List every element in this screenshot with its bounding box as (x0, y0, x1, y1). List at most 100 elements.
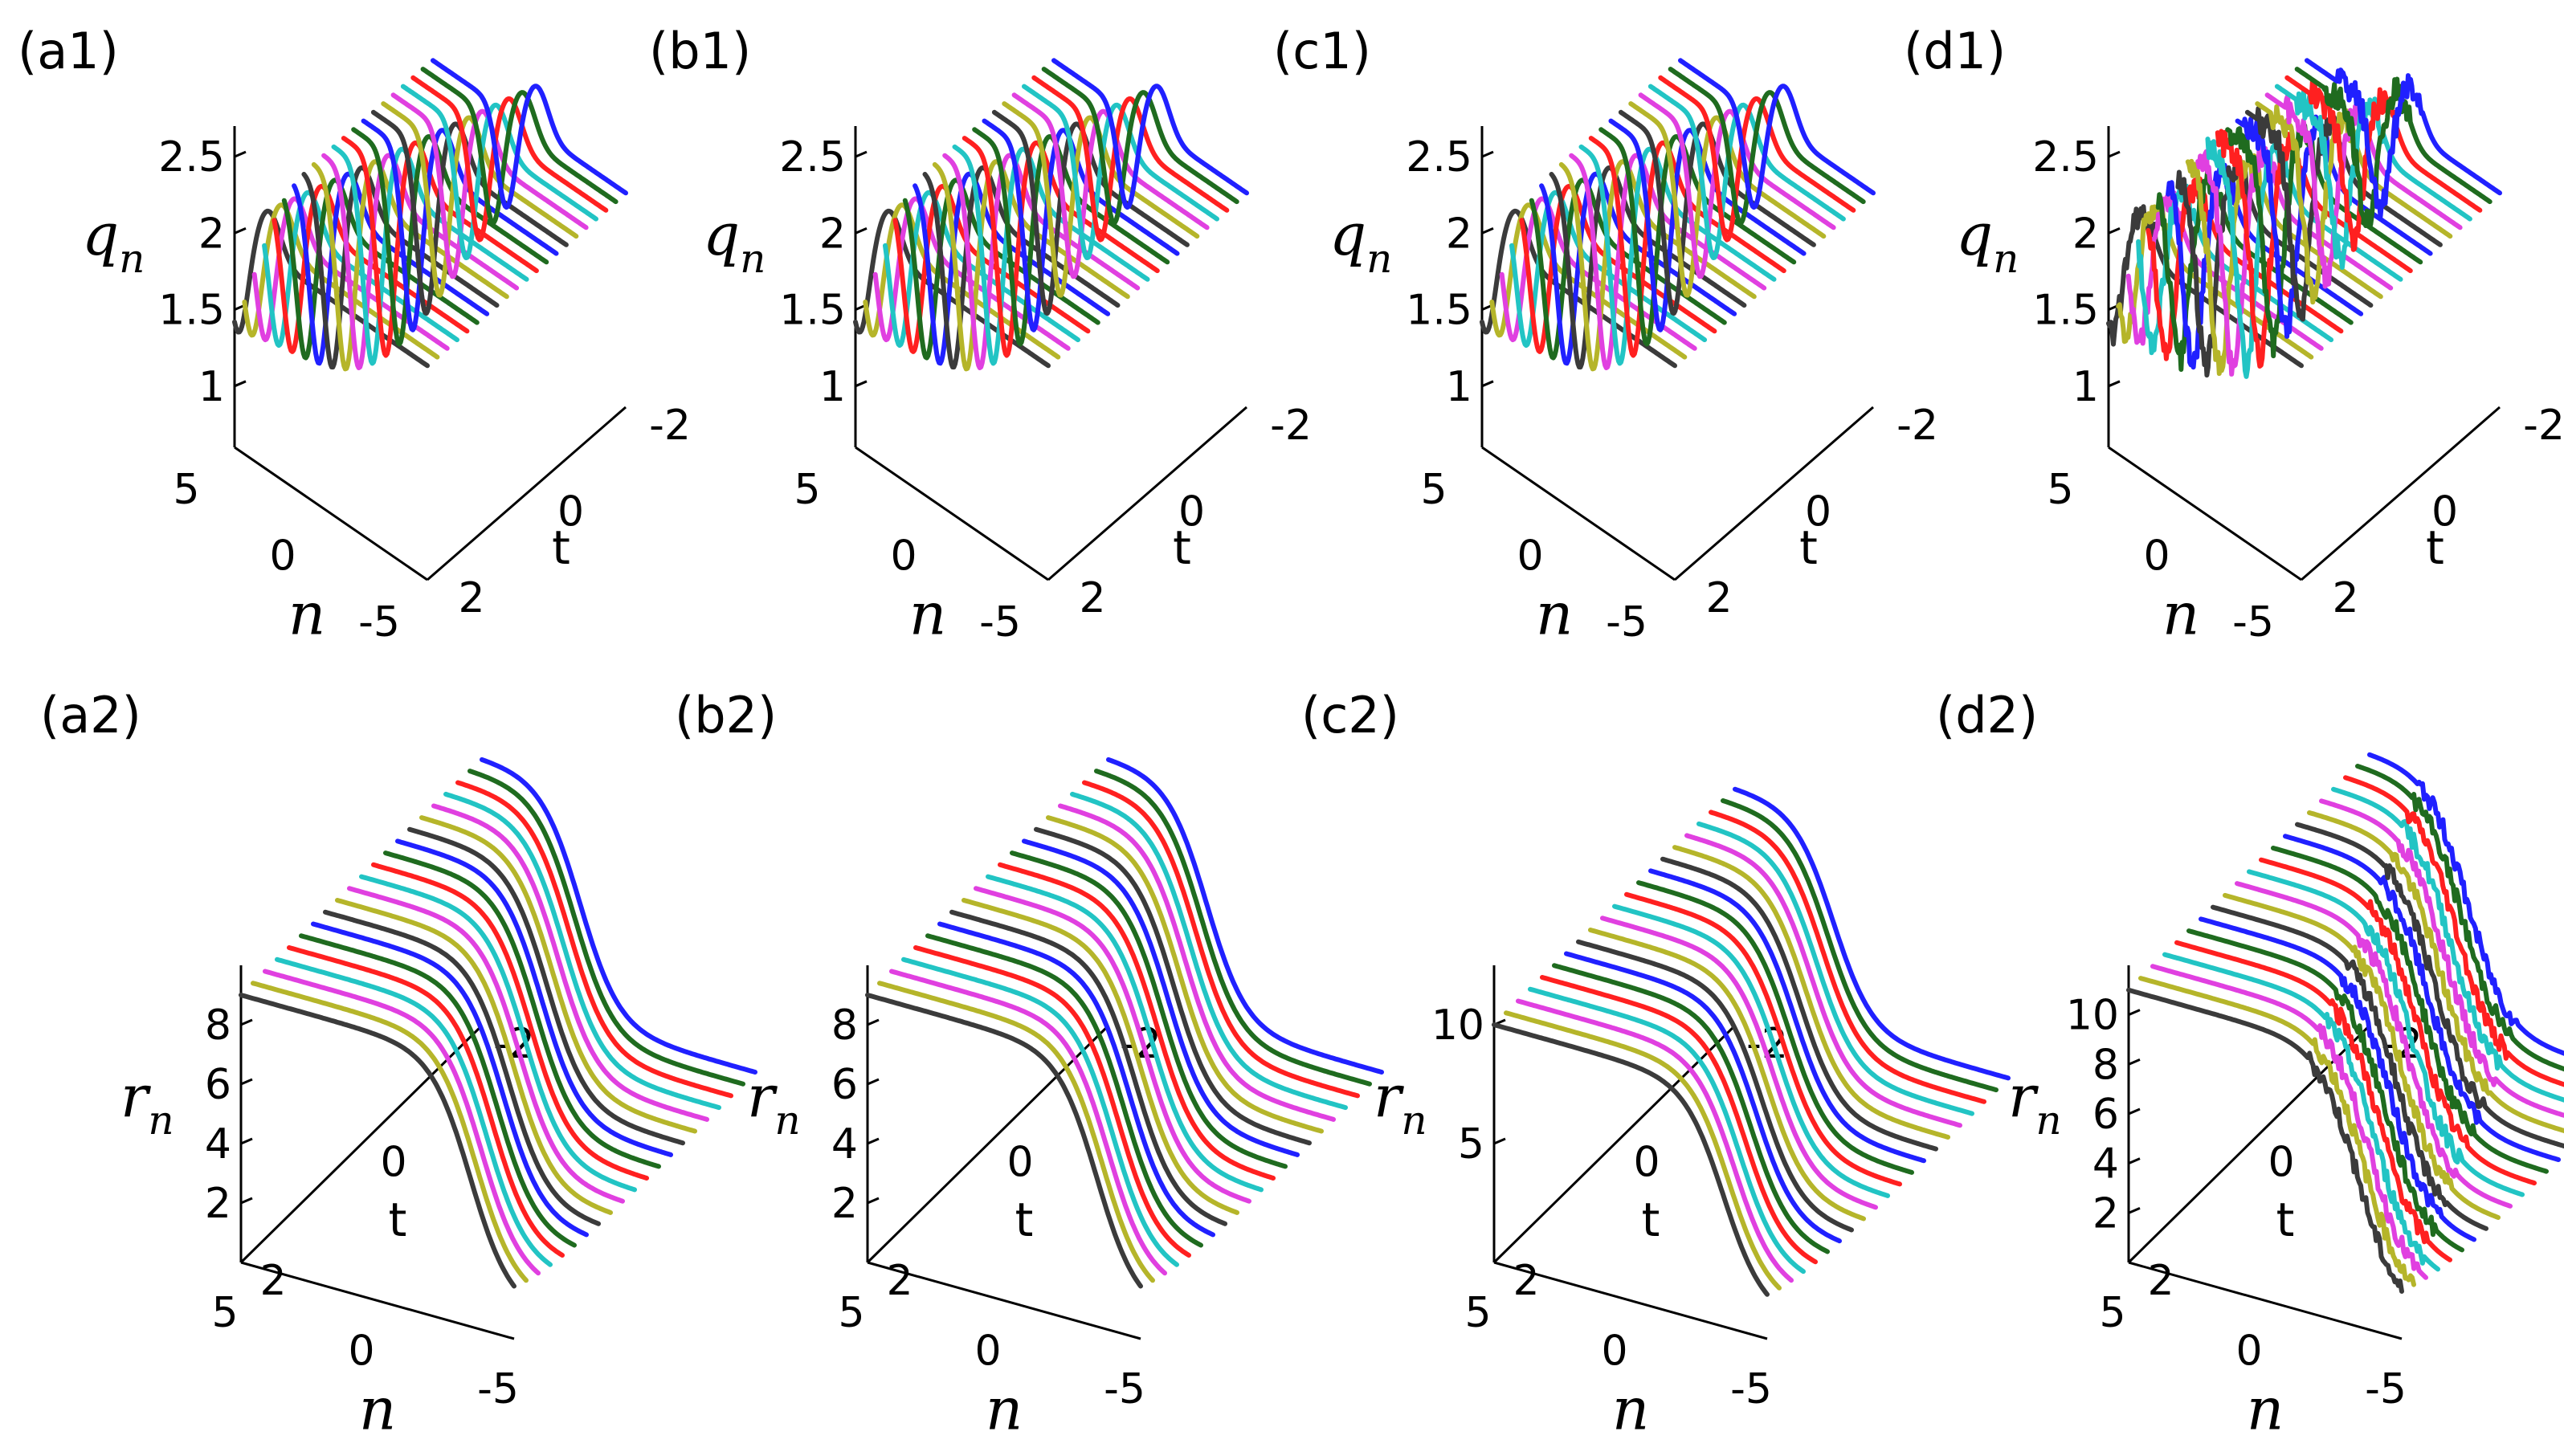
z-tick-label: 2.5 (779, 133, 846, 181)
z-tick-label: 10 (1431, 1001, 1484, 1050)
t-tick-label: 0 (557, 488, 584, 536)
t-axis-label: t (1642, 1193, 1660, 1247)
series-line-t (2247, 869, 2525, 1197)
n-axis-label: n (1536, 581, 1573, 648)
series-line-t (2150, 964, 2428, 1280)
series-line-t (400, 84, 598, 260)
series-line-t (1576, 939, 1854, 1233)
n-tick-label: 0 (1517, 532, 1543, 581)
series-line-t (263, 969, 541, 1276)
series-line-t (942, 153, 1141, 370)
n-tick-label: -5 (358, 598, 400, 646)
series-line-t (1552, 963, 1830, 1254)
series-line-t (395, 838, 673, 1157)
series-line-t (419, 815, 697, 1134)
series-line-t (443, 791, 721, 1111)
series-line-t (2162, 952, 2440, 1272)
series-line-t (982, 118, 1180, 332)
z-tick (234, 150, 247, 158)
z-tick-label: 2 (2072, 210, 2099, 258)
z-tick (1493, 1137, 1506, 1145)
t-axis-line (2301, 406, 2501, 581)
z-tick-label: 5 (1458, 1120, 1484, 1168)
z-tick (867, 1078, 880, 1086)
n-axis-line (2128, 1261, 2403, 1340)
series-line-t (1516, 998, 1794, 1283)
n-axis-line (234, 446, 428, 581)
z-axis-label: qn (82, 201, 145, 282)
z-tick (867, 1137, 880, 1145)
series-line-t (431, 803, 709, 1122)
series-line-t (1492, 1022, 1770, 1297)
n-tick-label: 5 (794, 466, 820, 514)
z-tick-label: 2 (205, 1180, 231, 1228)
series-line-t (359, 874, 637, 1193)
panel-label-b1: (b1) (649, 22, 751, 80)
series-line-t (949, 909, 1227, 1226)
t-axis-label: t (552, 520, 570, 575)
series-line-t (281, 177, 480, 361)
t-axis-line (239, 1024, 484, 1264)
z-axis-label: qn (1329, 201, 1392, 282)
t-tick-label: 2 (1079, 574, 1105, 622)
series-line-t (1094, 769, 1372, 1087)
z-tick-label: 6 (2092, 1091, 2119, 1139)
panel-a1: (a1) 1 1.5 2 2.5 qn -5 0 5 n -2 0 2 t (18, 22, 691, 648)
t-tick-label: 0 (1805, 488, 1831, 536)
z-tick-label: 1.5 (779, 287, 846, 335)
series-line-t (1600, 916, 1878, 1210)
t-axis-line (1047, 406, 1247, 581)
t-axis-line (1674, 406, 1874, 581)
t-tick-label: -2 (1896, 402, 1938, 450)
t-axis-label: t (389, 1193, 407, 1247)
n-tick-label: 5 (2047, 466, 2073, 514)
z-tick-label: 1.5 (1406, 287, 1472, 335)
z-tick (1481, 150, 1494, 158)
series-line-t (2305, 58, 2502, 219)
series-line-t (1612, 903, 1890, 1198)
z-tick-label: 1 (2072, 363, 2099, 411)
series-line-t (986, 874, 1264, 1193)
n-tick-label: 5 (211, 1289, 238, 1337)
series-line-t (1564, 951, 1842, 1244)
series-line-t (1709, 810, 1986, 1104)
z-tick (234, 380, 247, 388)
series-line-t (1504, 1010, 1782, 1291)
n-axis-line (240, 1261, 515, 1340)
series-line-t (1660, 856, 1938, 1152)
n-tick-label: 0 (1601, 1328, 1627, 1376)
z-tick-label: 8 (205, 1001, 231, 1050)
series-line-t (1624, 891, 1902, 1187)
t-tick-label: -2 (2523, 402, 2564, 450)
series-line-t (2331, 786, 2564, 1103)
z-tick (855, 150, 868, 158)
z-tick-label: 1 (819, 363, 846, 411)
series-line-t (1529, 177, 1727, 361)
z-tick-label: 1 (1446, 363, 1472, 411)
series-line-t (1668, 67, 1866, 226)
t-tick-label: -2 (1270, 402, 1312, 450)
series-line-t (2155, 167, 2354, 372)
panel-b1: (b1) 1 1.5 2 2.5 qn -5 0 5 n -2 0 2 t (649, 22, 1312, 648)
z-tick-label: 4 (205, 1120, 231, 1168)
series-line-t (913, 945, 1191, 1258)
z-tick (2128, 1058, 2141, 1066)
series-line-t (2195, 144, 2394, 377)
series-line-t (410, 75, 609, 243)
series-line-t (1041, 67, 1239, 226)
t-tick-label: 0 (2431, 488, 2458, 536)
t-tick-label: 0 (1178, 488, 1205, 536)
n-axis-line (2108, 446, 2302, 581)
z-tick (234, 226, 247, 235)
z-tick (240, 1137, 253, 1145)
series-line-t (1721, 798, 1999, 1093)
t-tick-label: 2 (259, 1257, 286, 1305)
n-tick-label: -5 (2232, 598, 2274, 646)
series-line-t (335, 898, 613, 1215)
series-line-t (962, 898, 1239, 1215)
t-tick-label: 0 (1006, 1139, 1033, 1187)
series-line-t (1672, 845, 1950, 1140)
series-line-t (1082, 780, 1360, 1099)
